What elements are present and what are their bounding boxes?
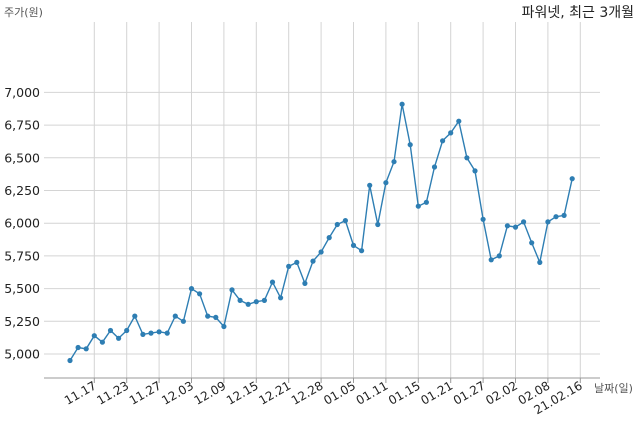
data-point [488,257,494,263]
data-point [156,329,162,335]
x-tick-label: 12.28 [289,378,326,407]
data-point [132,313,138,319]
x-tick-label: 01.05 [321,378,358,407]
x-tick-label: 11.17 [62,378,99,407]
y-tick-label: 5,750 [4,248,40,263]
data-point [91,333,97,339]
data-point [99,339,105,345]
data-point [545,219,551,225]
y-axis-label: 주가(원) [4,6,43,19]
data-point [496,253,502,259]
data-point [205,313,211,319]
data-point [310,258,316,264]
chart-title: 파워넷, 최근 3개월 [522,5,634,21]
data-point [399,101,405,107]
x-tick-label: 01.11 [354,378,391,407]
x-tick-label: 01.15 [386,378,423,407]
x-tick-label: 12.03 [159,378,196,407]
x-tick-label: 01.27 [451,378,488,407]
data-point [318,249,324,255]
data-point [553,214,559,220]
y-tick-label: 5,250 [4,314,40,329]
y-tick-label: 6,500 [4,150,40,165]
data-point [512,224,519,230]
data-point [237,297,243,303]
data-point [261,297,267,303]
y-tick-labels: 5,000 5,250 5,500 5,750 6,000 6,250 6,500 6,750… [4,85,40,362]
data-point [391,159,397,165]
data-point [561,212,567,218]
x-tick-label: 11.23 [94,378,131,407]
data-point [116,335,122,341]
price-points [67,101,575,364]
data-point [67,357,73,364]
data-point [180,318,186,324]
data-point [456,118,462,124]
data-point [448,130,454,136]
data-point [504,223,510,229]
y-tick-label: 6,000 [4,216,40,231]
y-tick-label: 6,250 [4,183,40,198]
data-point [431,164,438,170]
data-point [172,313,178,319]
y-tick-label: 7,000 [4,85,40,100]
data-point [124,327,130,334]
data-point [286,263,292,269]
data-point [197,291,203,297]
data-point [188,286,195,292]
data-point [140,331,146,337]
data-point [440,138,446,144]
data-point [221,323,227,330]
x-tick-label: 12.21 [256,378,293,407]
data-point [350,242,357,248]
data-point [302,280,308,286]
y-tick-label: 5,500 [4,281,40,296]
data-point [423,199,429,205]
data-point [278,295,284,301]
data-point [464,155,470,161]
data-point [415,203,421,209]
y-tick-label: 6,750 [4,118,40,133]
data-point [375,221,381,228]
data-point [529,240,535,246]
data-point [83,346,89,352]
data-point [253,299,259,305]
data-point [229,287,235,293]
data-point [213,314,219,320]
x-tick-label: 01.21 [418,378,455,407]
x-tick-labels: 11.1711.2311.2712.0312.0912.1512.2112.28… [62,378,585,417]
data-point [537,259,543,265]
data-point [569,176,575,182]
data-point [326,235,332,241]
y-tick-label: 5,000 [4,347,40,362]
data-point [75,344,81,351]
x-tick-label: 12.15 [224,378,261,407]
x-tick-label: 12.09 [192,378,229,407]
data-point [367,182,373,188]
data-point [334,221,340,228]
data-point [148,330,154,336]
data-point [294,259,300,265]
data-point [342,218,348,224]
x-tick-label: 11.27 [127,378,164,407]
data-point [383,180,389,186]
data-point [407,142,413,148]
data-point [359,248,365,254]
data-point [480,216,486,222]
data-point [164,330,170,336]
x-axis-label: 날짜(일) [594,381,633,395]
x-tick-label: 02.02 [483,378,520,407]
data-point [245,301,251,307]
data-point [521,219,527,225]
data-point [269,279,276,285]
data-point [107,327,114,334]
data-point [472,168,478,174]
grid-lines [44,22,600,383]
